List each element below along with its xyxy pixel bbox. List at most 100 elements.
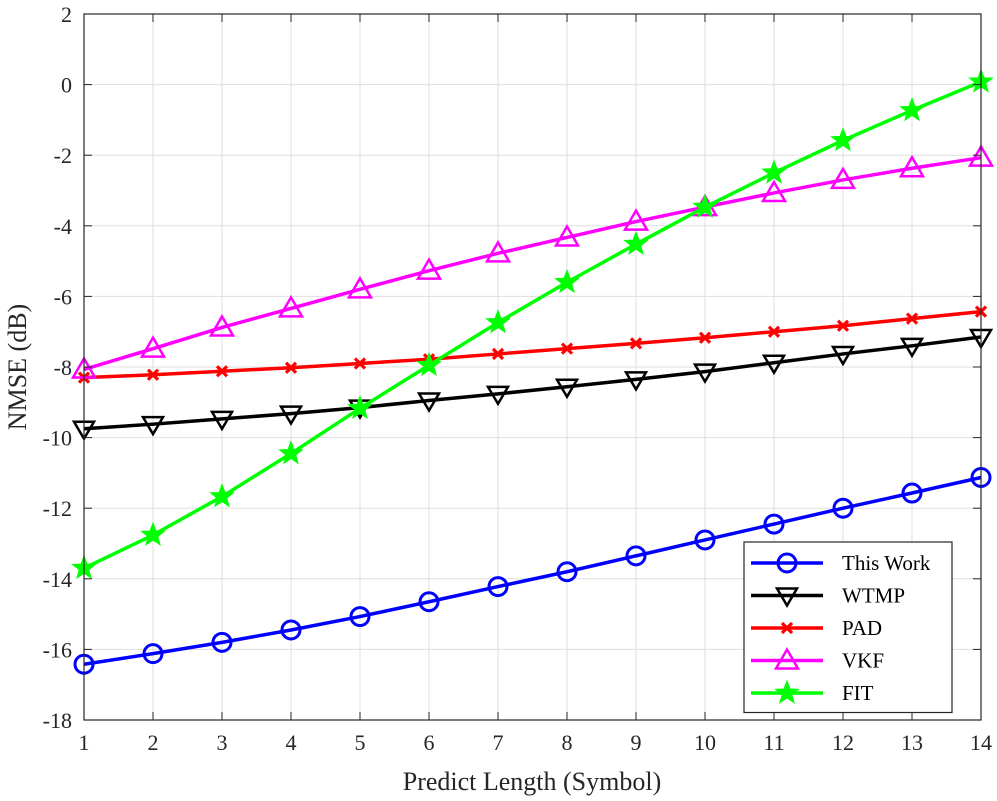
legend-marker-pad xyxy=(780,621,794,635)
data-point-vkf xyxy=(139,335,167,358)
legend-box xyxy=(743,541,953,714)
data-point-pad xyxy=(146,368,160,381)
legend-item-vkf: VKF xyxy=(751,647,884,673)
legend-item-this-work: This Work xyxy=(751,551,931,575)
data-point-pad xyxy=(215,365,229,378)
data-point-this-work xyxy=(280,619,302,641)
data-point-fit xyxy=(209,483,235,508)
x-axis-label: Predict Length (Symbol) xyxy=(403,767,662,796)
data-point-vkf xyxy=(415,257,443,280)
series-layer xyxy=(70,68,995,675)
data-point-wtmp xyxy=(761,354,787,376)
data-point-pad xyxy=(284,361,298,374)
data-point-fit xyxy=(761,159,787,184)
data-point-this-work xyxy=(211,631,233,653)
data-point-this-work xyxy=(763,513,785,535)
data-point-vkf xyxy=(622,208,650,231)
data-point-fit xyxy=(692,193,718,218)
legend-marker-this-work xyxy=(776,552,798,574)
data-point-vkf xyxy=(208,313,236,337)
data-point-vkf xyxy=(484,239,512,263)
data-point-this-work xyxy=(142,643,164,665)
y-tick-label: -2 xyxy=(54,143,72,168)
data-point-wtmp xyxy=(830,345,856,367)
x-tick-label: 9 xyxy=(631,730,642,755)
y-tick-label: -18 xyxy=(43,708,72,733)
series-fit xyxy=(71,68,994,580)
legend-label-this-work: This Work xyxy=(842,551,931,575)
data-point-this-work xyxy=(349,606,371,628)
x-tick-label: 12 xyxy=(832,730,854,755)
x-tick-label: 10 xyxy=(694,730,716,755)
legend-label-pad: PAD xyxy=(842,616,882,640)
data-point-fit xyxy=(623,230,649,256)
legend-label-fit: FIT xyxy=(842,681,874,705)
series-wtmp xyxy=(71,328,994,442)
axis-ticks: 1 2 3 4 5 6 7 8 9 10 11 12 13 14-18-16-14-12-10-8-6-4… xyxy=(43,2,992,755)
y-tick-label: -6 xyxy=(54,284,72,309)
data-point-wtmp xyxy=(554,378,580,400)
y-tick-label: -12 xyxy=(43,496,72,521)
legend: This Work WTMP PAD VKF FIT xyxy=(743,541,953,714)
series-line-wtmp xyxy=(83,335,982,431)
data-point-fit xyxy=(554,268,580,294)
x-tick-label: 6 xyxy=(424,730,435,755)
data-point-vkf xyxy=(553,223,581,247)
x-tick-label: 5 xyxy=(355,730,366,755)
x-tick-label: 4 xyxy=(286,730,297,755)
y-tick-label: 2 xyxy=(61,2,72,27)
y-tick-label: -10 xyxy=(43,426,72,451)
data-point-wtmp xyxy=(209,410,235,432)
data-point-this-work xyxy=(625,545,647,567)
data-point-wtmp xyxy=(692,363,718,385)
data-point-pad xyxy=(767,325,781,338)
data-point-pad xyxy=(560,342,574,355)
data-point-fit xyxy=(416,351,442,377)
legend-marker-vkf xyxy=(773,647,801,670)
series-line-fit xyxy=(83,80,982,570)
data-point-pad xyxy=(698,331,712,344)
data-point-vkf xyxy=(829,166,857,190)
x-tick-label: 1 xyxy=(79,730,90,755)
x-tick-label: 13 xyxy=(901,730,923,755)
data-point-wtmp xyxy=(623,371,649,392)
legend-marker-wtmp xyxy=(774,587,800,608)
data-point-this-work xyxy=(556,561,578,583)
x-tick-label: 2 xyxy=(148,730,159,755)
x-tick-label: 11 xyxy=(763,730,784,755)
data-point-wtmp xyxy=(278,405,304,427)
series-vkf xyxy=(70,144,995,379)
data-point-pad xyxy=(905,312,919,325)
data-point-pad xyxy=(629,337,643,350)
data-point-this-work xyxy=(487,576,509,598)
data-point-this-work xyxy=(694,529,716,551)
data-point-wtmp xyxy=(140,415,166,437)
legend-label-wtmp: WTMP xyxy=(842,584,905,608)
data-point-this-work xyxy=(832,497,854,519)
data-point-fit xyxy=(830,126,856,152)
data-point-vkf xyxy=(277,294,305,318)
x-tick-label: 3 xyxy=(217,730,228,755)
series-this-work xyxy=(73,466,992,675)
y-axis-label: NMSE (dB) xyxy=(3,304,32,430)
data-point-fit xyxy=(347,394,373,420)
data-point-vkf xyxy=(898,154,926,178)
y-tick-label: -4 xyxy=(54,214,72,239)
data-point-pad xyxy=(836,319,850,332)
x-tick-label: 7 xyxy=(493,730,504,755)
legend-label-vkf: VKF xyxy=(842,649,884,673)
data-point-vkf xyxy=(760,179,788,203)
legend-item-fit: FIT xyxy=(751,679,874,705)
x-tick-label: 14 xyxy=(970,730,992,755)
data-point-this-work xyxy=(901,482,923,504)
data-point-this-work xyxy=(418,591,440,613)
data-point-vkf xyxy=(346,275,374,299)
x-tick-label: 8 xyxy=(562,730,573,755)
data-point-fit xyxy=(140,521,166,546)
data-point-fit xyxy=(899,96,925,122)
y-tick-label: 0 xyxy=(61,73,72,98)
legend-item-wtmp: WTMP xyxy=(751,584,905,608)
series-line-this-work xyxy=(83,475,982,666)
legend-marker-fit xyxy=(774,679,800,704)
